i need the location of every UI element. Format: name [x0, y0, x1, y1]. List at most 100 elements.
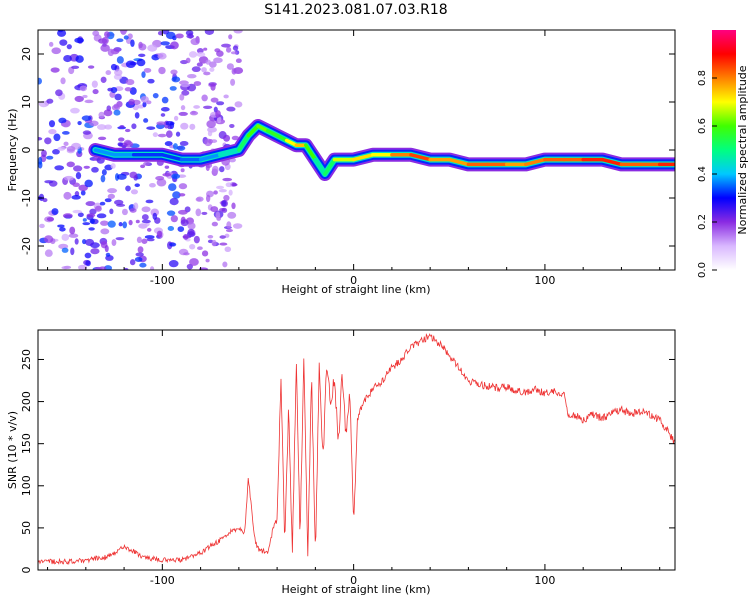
- spectrogram-noise-cell: [229, 123, 235, 128]
- spectrogram-noise-cell: [79, 85, 88, 92]
- spectrogram-noise-cell: [59, 227, 66, 232]
- spectrogram-noise-cell: [94, 205, 102, 212]
- spectrogram-noise-cell: [204, 138, 213, 147]
- spectrogram-noise-cell: [189, 123, 196, 130]
- spectrogram-noise-cell: [215, 110, 221, 118]
- spectrogram-ridge-segment: [217, 148, 241, 157]
- spectrogram-noise-cell: [232, 45, 239, 51]
- spectrogram-noise-cell: [128, 219, 133, 226]
- spectrogram-noise-cell: [196, 62, 203, 67]
- spectrogram-noise-cell: [193, 81, 202, 86]
- spectrogram-noise-cell: [214, 48, 221, 53]
- spectrogram-noise-cell: [160, 107, 170, 112]
- spectrogram-noise-cell: [210, 97, 219, 103]
- spectrogram-noise-cell: [90, 248, 100, 255]
- spectrogram-noise-cell: [85, 260, 91, 267]
- spectrogram-noise-cell: [180, 122, 189, 130]
- spectrogram-noise-cell: [156, 178, 167, 187]
- spectrogram-noise-cell: [138, 41, 143, 49]
- spectrogram-noise-cell: [160, 113, 166, 117]
- spectrogram-noise-cell: [225, 46, 232, 53]
- spectrogram-ylabel: Frequency (Hz): [6, 109, 19, 192]
- spectrogram-noise-cell: [225, 182, 233, 188]
- spectrogram-ridge-segment: [284, 138, 298, 147]
- spectrogram-noise-cell: [69, 226, 76, 235]
- spectrogram-noise-cell: [43, 235, 54, 244]
- spectrogram-noise-cell: [207, 234, 214, 239]
- spectrogram-noise-cell: [226, 63, 234, 70]
- spectrogram-noise-cell: [129, 171, 138, 179]
- spectrogram-noise-cell: [178, 193, 186, 197]
- spectrogram-ridge-segment: [447, 157, 471, 167]
- spectrogram-noise-cell: [123, 267, 129, 270]
- spectrogram-noise-cell: [134, 257, 143, 262]
- spectrogram-noise-cell: [73, 165, 83, 172]
- spectrogram-noise-cell: [135, 219, 140, 224]
- spectrogram-noise-cell: [224, 246, 232, 252]
- spectrogram-noise-cell: [162, 173, 172, 177]
- spectrogram-noise-cell: [74, 191, 80, 197]
- spectrogram-noise-cell: [233, 30, 243, 34]
- spectrogram-noise-cell: [187, 228, 195, 236]
- spectrogram-noise-cell: [46, 155, 54, 160]
- spectrogram-noise-cell: [173, 115, 179, 121]
- colorbar-tick-label: 0.0: [697, 262, 708, 278]
- spectrogram-noise-cell: [105, 70, 112, 76]
- spectrogram-noise-cell: [167, 125, 172, 130]
- spectrogram-noise-cell: [182, 234, 189, 240]
- spectrogram-noise-cell: [145, 199, 154, 204]
- spectrogram-noise-cell: [125, 185, 131, 192]
- spectrogram-noise-cell: [190, 38, 200, 46]
- spectrogram-noise-cell: [62, 213, 73, 219]
- spectrogram-noise-cell: [130, 189, 139, 195]
- spectrogram-noise-cell: [211, 239, 217, 247]
- spectrogram-noise-cell: [146, 238, 155, 242]
- spectrogram-ridge-segment: [524, 157, 547, 167]
- spectrogram-noise-cell: [92, 89, 99, 95]
- spectrogram-noise-cell: [124, 87, 132, 92]
- spectrogram-noise-cell: [208, 61, 217, 68]
- spectrogram-noise-cell: [107, 48, 115, 57]
- spectrogram-noise-cell: [141, 238, 148, 244]
- spectrogram-ridge-segment: [313, 157, 327, 176]
- spectrogram-ridge-segment: [160, 153, 184, 162]
- spectrogram-noise-cell: [161, 96, 169, 104]
- snr-ytick-label: 100: [20, 475, 33, 496]
- spectrogram-noise-cell: [157, 52, 167, 60]
- spectrogram-noise-cell: [66, 146, 76, 152]
- spectrogram-noise-cell: [169, 197, 179, 206]
- spectrogram-noise-cell: [139, 262, 147, 268]
- spectrogram-noise-cell: [219, 166, 225, 173]
- spectrogram-noise-cell: [63, 141, 69, 146]
- spectrogram-noise-cell: [143, 161, 150, 166]
- spectrogram-noise-cell: [199, 267, 208, 270]
- spectrogram-noise-cell: [53, 133, 61, 142]
- spectrogram-noise-cell: [189, 243, 196, 250]
- spectrogram-marks: [38, 30, 675, 270]
- colorbar-label: Normalized spectral amplitude: [736, 65, 749, 234]
- snr-marks: [38, 333, 675, 566]
- spectrogram-noise-cell: [183, 252, 190, 256]
- spectrogram-noise-cell: [58, 117, 67, 124]
- spectrogram-noise-cell: [231, 183, 238, 187]
- spectrogram-noise-cell: [213, 190, 218, 195]
- spectrogram-noise-cell: [114, 69, 123, 76]
- snr-ylabel: SNR (10 * v/v): [6, 411, 19, 489]
- spectrogram-noise-cell: [152, 92, 159, 99]
- spectrogram-ridge-segment: [198, 153, 222, 162]
- spectrogram-noise-cell: [189, 258, 199, 266]
- spectrogram-noise-cell: [80, 190, 86, 196]
- spectrogram-noise-cell: [204, 30, 215, 35]
- spectrogram-noise-cell: [88, 227, 95, 231]
- colorbar-tick-label: 0.2: [697, 214, 708, 230]
- snr-panel: -100 0 100 0 50 100 150 200 250 Height of straig…: [6, 329, 676, 596]
- spectrogram-noise-cell: [230, 51, 238, 55]
- spectrogram-noise-cell: [180, 82, 190, 88]
- spectrogram-noise-cell: [116, 173, 127, 180]
- spectrogram-noise-cell: [92, 30, 100, 37]
- spectrogram-noise-cell: [177, 226, 185, 232]
- spectrogram-ytick-label: -20: [20, 237, 33, 255]
- spectrogram-noise-cell: [51, 208, 59, 215]
- spectrogram-noise-cell: [180, 168, 185, 173]
- spectrogram-noise-cell: [216, 116, 222, 124]
